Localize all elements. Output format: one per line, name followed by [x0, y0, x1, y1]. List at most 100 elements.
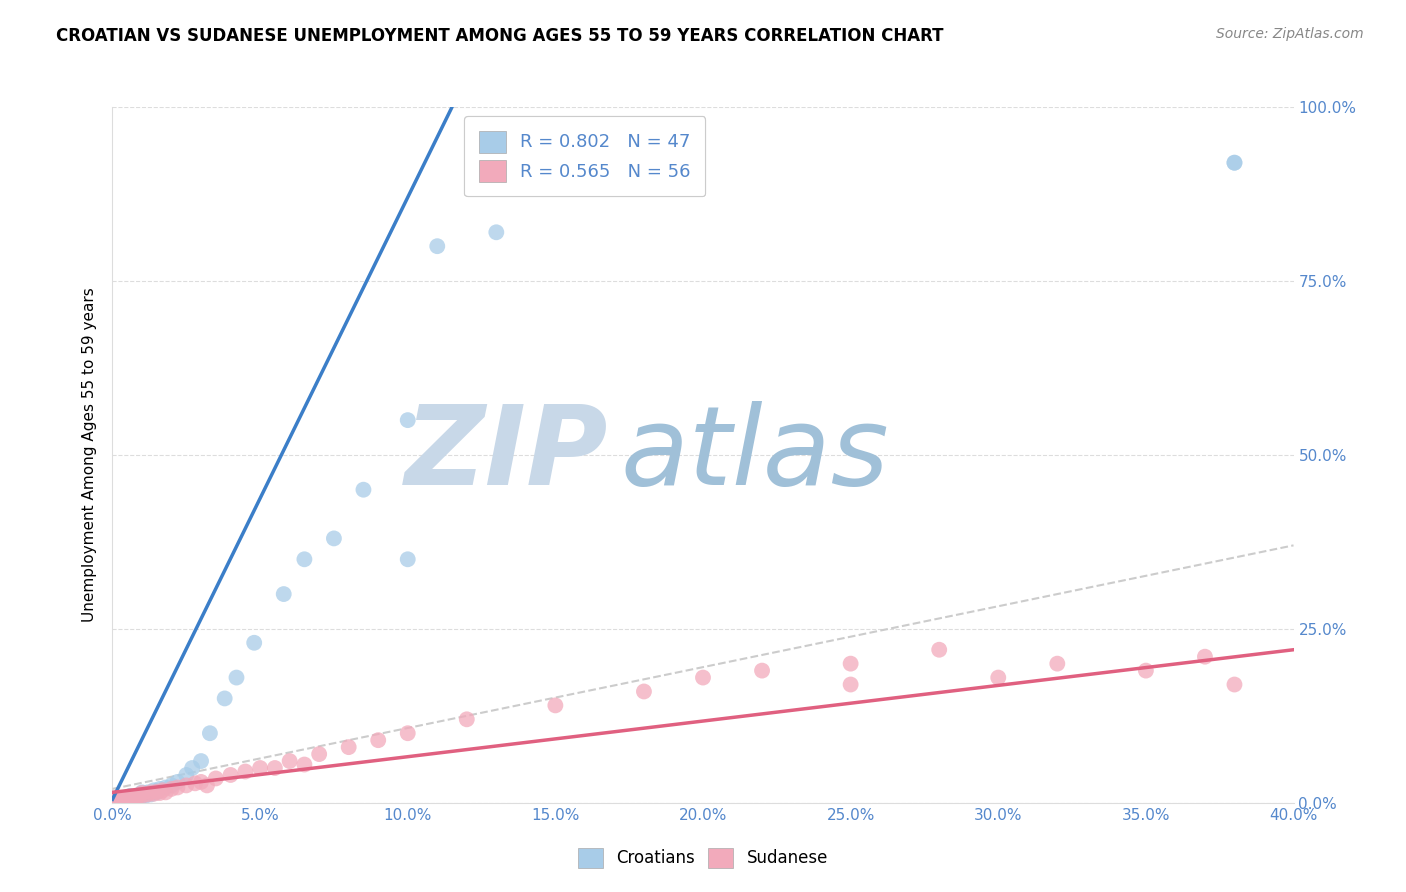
Point [149, 786, 172, 800]
Point [131, 786, 153, 800]
Point [107, 792, 129, 806]
Point [112, 792, 135, 806]
Point [110, 794, 132, 808]
Point [110, 792, 132, 806]
Point [139, 788, 162, 802]
Point [1135, 664, 1157, 678]
Point [139, 785, 162, 799]
Point [485, 225, 508, 239]
Point [107, 794, 129, 808]
Point [195, 778, 218, 792]
Point [142, 783, 165, 797]
Point [107, 791, 129, 805]
Point [101, 792, 124, 806]
Point [1223, 677, 1246, 691]
Point [426, 239, 449, 253]
Point [104, 792, 127, 806]
Point [101, 794, 124, 808]
Point [117, 790, 138, 805]
Point [839, 677, 862, 691]
Point [146, 785, 169, 799]
Point [128, 789, 150, 803]
Point [149, 781, 172, 796]
Point [122, 790, 145, 805]
Point [160, 778, 183, 792]
Legend: Croatians, Sudanese: Croatians, Sudanese [571, 841, 835, 875]
Text: Source: ZipAtlas.com: Source: ZipAtlas.com [1216, 27, 1364, 41]
Point [110, 791, 132, 805]
Point [155, 785, 177, 799]
Point [633, 684, 655, 698]
Point [104, 794, 127, 808]
Point [396, 726, 419, 740]
Point [396, 552, 419, 566]
Point [264, 761, 287, 775]
Point [166, 775, 188, 789]
Point [233, 764, 256, 779]
Point [104, 796, 127, 810]
Point [152, 783, 174, 797]
Point [456, 712, 478, 726]
Point [219, 768, 242, 782]
Text: atlas: atlas [620, 401, 889, 508]
Point [131, 789, 153, 803]
Point [184, 776, 207, 790]
Point [249, 761, 271, 775]
Point [1194, 649, 1216, 664]
Point [136, 785, 159, 799]
Point [1223, 155, 1246, 169]
Point [308, 747, 330, 761]
Point [104, 794, 127, 808]
Point [205, 772, 228, 786]
Point [751, 664, 773, 678]
Point [117, 793, 138, 807]
Point [1223, 155, 1246, 169]
Point [110, 794, 132, 808]
Point [174, 768, 197, 782]
Point [104, 796, 127, 810]
Point [146, 785, 169, 799]
Point [107, 796, 129, 810]
Point [112, 791, 135, 805]
Legend: R = 0.802   N = 47, R = 0.565   N = 56: R = 0.802 N = 47, R = 0.565 N = 56 [464, 116, 706, 196]
Point [166, 780, 188, 795]
Point [120, 791, 142, 805]
Text: CROATIAN VS SUDANESE UNEMPLOYMENT AMONG AGES 55 TO 59 YEARS CORRELATION CHART: CROATIAN VS SUDANESE UNEMPLOYMENT AMONG … [56, 27, 943, 45]
Point [243, 636, 266, 650]
Point [190, 775, 212, 789]
Point [117, 790, 138, 805]
Point [122, 791, 145, 805]
Point [155, 780, 177, 795]
Point [120, 792, 142, 806]
Point [396, 413, 419, 427]
Point [125, 791, 148, 805]
Point [987, 671, 1010, 685]
Point [198, 726, 221, 740]
Point [104, 794, 127, 808]
Point [107, 794, 129, 808]
Point [131, 785, 153, 799]
Point [174, 778, 197, 792]
Point [367, 733, 389, 747]
Point [292, 757, 315, 772]
Point [273, 587, 295, 601]
Point [160, 781, 183, 796]
Point [112, 794, 135, 808]
Point [142, 787, 165, 801]
Point [104, 791, 127, 805]
Y-axis label: Unemployment Among Ages 55 to 59 years: Unemployment Among Ages 55 to 59 years [82, 287, 97, 623]
Point [104, 796, 127, 810]
Point [839, 657, 862, 671]
Point [692, 671, 714, 685]
Point [928, 642, 950, 657]
Point [190, 754, 212, 768]
Point [278, 754, 301, 768]
Point [125, 790, 148, 805]
Point [101, 796, 124, 810]
Point [352, 483, 374, 497]
Text: ZIP: ZIP [405, 401, 609, 508]
Point [131, 789, 153, 803]
Point [323, 532, 346, 546]
Point [136, 788, 159, 802]
Point [1046, 657, 1069, 671]
